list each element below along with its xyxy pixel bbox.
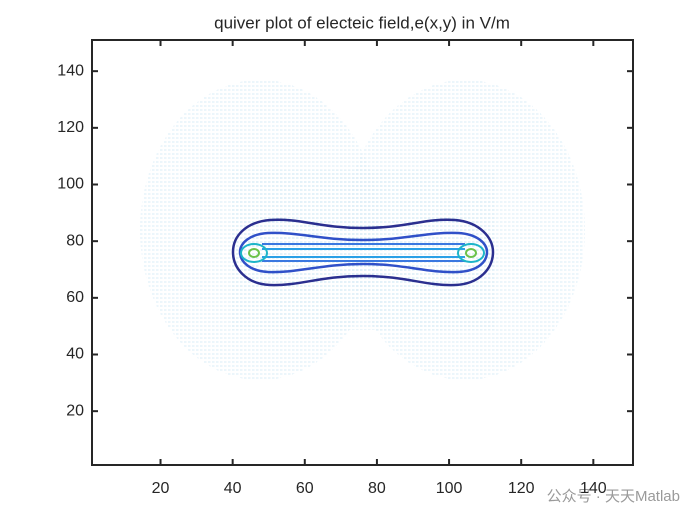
contours bbox=[231, 218, 495, 287]
x-tick-label: 20 bbox=[152, 480, 170, 497]
axes-box bbox=[91, 39, 634, 466]
y-tick-label: 20 bbox=[66, 402, 84, 419]
x-tick-label: 140 bbox=[580, 480, 607, 497]
x-tick-label: 40 bbox=[224, 480, 242, 497]
y-tick-label: 40 bbox=[66, 346, 84, 363]
x-tick-label: 80 bbox=[368, 480, 386, 497]
y-tick-label: 140 bbox=[57, 62, 84, 79]
x-tick-label: 120 bbox=[508, 480, 535, 497]
y-tick-label: 120 bbox=[57, 119, 84, 136]
chart-title: quiver plot of electeic field,e(x,y) in … bbox=[214, 13, 510, 32]
y-tick-label: 60 bbox=[66, 289, 84, 306]
y-tick-label: 100 bbox=[57, 176, 84, 193]
y-tick-label: 80 bbox=[66, 232, 84, 249]
x-tick-label: 100 bbox=[436, 480, 463, 497]
watermark: 公众号 · 天天Matlab bbox=[547, 488, 680, 505]
quiver-field bbox=[140, 80, 585, 380]
x-tick-label: 60 bbox=[296, 480, 314, 497]
